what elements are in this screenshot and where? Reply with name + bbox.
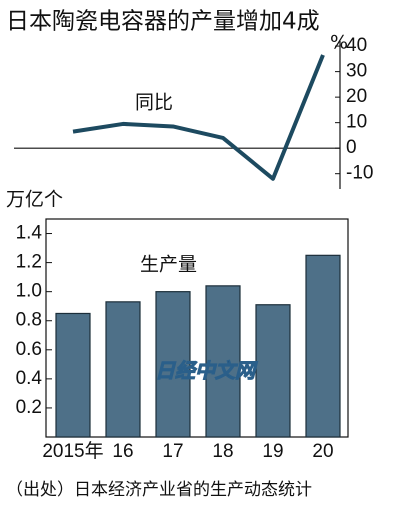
y-tick-label: 0 bbox=[346, 137, 357, 158]
x-tick-label: 18 bbox=[212, 441, 233, 462]
x-tick-label: 19 bbox=[262, 441, 283, 462]
chart-title: 日本陶瓷电容器的产量增加4成 bbox=[6, 9, 320, 35]
y-tick-label: 10 bbox=[346, 112, 367, 133]
bar bbox=[205, 285, 241, 438]
y-tick-label: 0.6 bbox=[16, 339, 42, 360]
series-label: 同比 bbox=[135, 92, 173, 114]
y-tick-label: 0.2 bbox=[16, 397, 42, 418]
y-tick-label: 0.4 bbox=[16, 368, 43, 389]
x-tick-label: 16 bbox=[112, 441, 133, 462]
y-unit: % bbox=[330, 32, 348, 54]
data-line bbox=[72, 54, 325, 181]
y-unit: 万亿个 bbox=[6, 189, 63, 211]
bar bbox=[55, 312, 91, 438]
plot-frame bbox=[45, 218, 349, 438]
y-tick-label: 1.4 bbox=[16, 223, 43, 244]
bar bbox=[155, 291, 191, 438]
watermark: 日经中文网 bbox=[155, 359, 258, 383]
y-tick-label: 30 bbox=[346, 61, 367, 82]
bar bbox=[105, 301, 141, 438]
y-tick-label: 40 bbox=[346, 35, 367, 56]
source-note: （出处）日本经济产业省的生产动态统计 bbox=[6, 480, 312, 500]
y-tick-label: 1.2 bbox=[16, 252, 42, 273]
y-tick-label: 0.8 bbox=[16, 310, 42, 331]
x-tick-label: 20 bbox=[312, 441, 333, 462]
x-tick-label: 2015年 bbox=[42, 440, 103, 462]
series-label: 生产量 bbox=[140, 254, 197, 276]
bar bbox=[305, 254, 341, 438]
bar bbox=[255, 304, 291, 438]
y-tick-label: -10 bbox=[346, 163, 373, 184]
y-tick-label: 1.0 bbox=[16, 281, 42, 302]
x-tick-label: 17 bbox=[162, 441, 183, 462]
y-tick-label: 20 bbox=[346, 86, 367, 107]
